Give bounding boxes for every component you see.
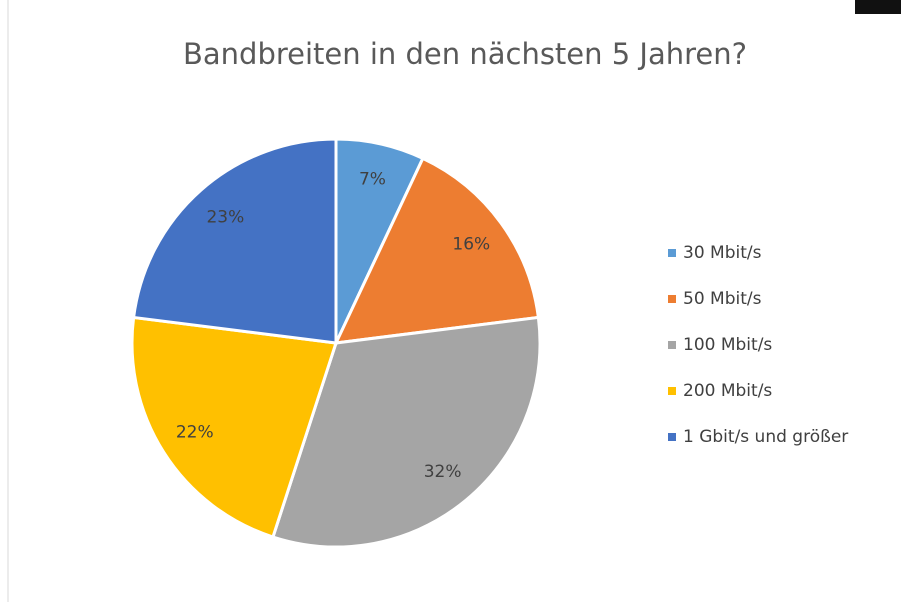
data-label: 16% bbox=[452, 235, 490, 255]
data-label: 22% bbox=[176, 423, 214, 443]
legend-swatch bbox=[668, 387, 676, 395]
corner-block bbox=[855, 0, 901, 14]
legend-label: 100 Mbit/s bbox=[683, 335, 772, 355]
pie-slice bbox=[271, 315, 542, 549]
legend-swatch bbox=[668, 341, 676, 349]
legend-label: 50 Mbit/s bbox=[683, 289, 762, 309]
pie-slice bbox=[130, 315, 338, 539]
legend-swatch bbox=[668, 433, 676, 441]
legend-swatch bbox=[668, 249, 676, 257]
chart-title: Bandbreiten in den nächsten 5 Jahren? bbox=[183, 37, 747, 71]
legend-label: 1 Gbit/s und größer bbox=[683, 427, 848, 447]
legend-swatch bbox=[668, 295, 676, 303]
data-label: 32% bbox=[424, 462, 462, 482]
pie-slice bbox=[131, 137, 338, 345]
data-label: 7% bbox=[359, 170, 386, 190]
legend-label: 30 Mbit/s bbox=[683, 243, 762, 263]
data-label: 23% bbox=[206, 208, 244, 228]
legend-label: 200 Mbit/s bbox=[683, 381, 772, 401]
pie-slice bbox=[333, 156, 541, 345]
